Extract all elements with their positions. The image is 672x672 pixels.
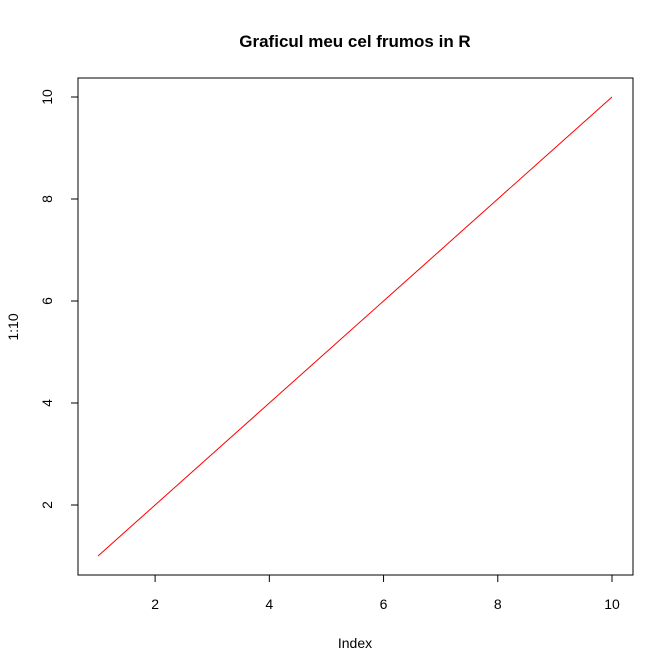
y-axis-label: 1:10 [5,313,21,340]
y-tick-label: 2 [39,501,55,509]
series-line [97,96,613,557]
y-tick-label: 4 [39,399,55,407]
y-tick-label: 8 [39,195,55,203]
x-tick-label: 6 [380,596,388,612]
x-axis: 2 4 6 8 10 [151,575,620,612]
x-tick-label: 4 [265,596,273,612]
series-layer [97,96,613,557]
y-tick-label: 10 [39,89,55,105]
y-axis: 2 4 6 8 10 [39,89,78,509]
x-tick-label: 2 [151,596,159,612]
plot-frame [77,77,634,576]
x-axis-label: Index [338,635,372,651]
y-tick-label: 6 [39,297,55,305]
x-tick-label: 8 [494,596,502,612]
chart-title: Graficul meu cel frumos in R [239,32,470,51]
x-tick-label: 10 [604,596,620,612]
